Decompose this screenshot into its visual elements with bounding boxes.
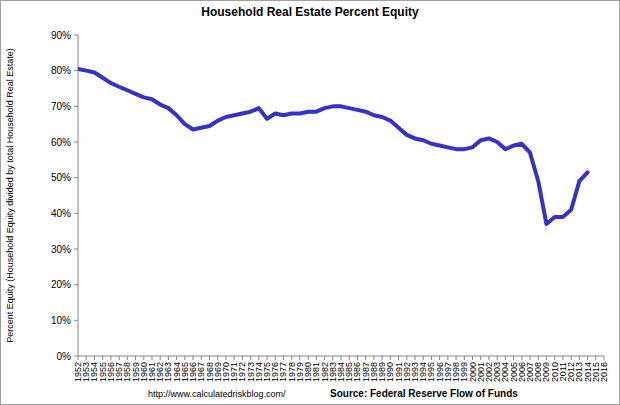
x-tick — [382, 356, 383, 360]
x-tick — [349, 356, 350, 360]
x-tick — [160, 356, 161, 360]
x-tick — [78, 356, 79, 360]
y-tick — [74, 356, 78, 357]
x-tick — [587, 356, 588, 360]
x-tick — [201, 356, 202, 360]
y-tick — [74, 106, 78, 107]
x-tick — [373, 356, 374, 360]
x-tick — [193, 356, 194, 360]
y-tick — [74, 142, 78, 143]
x-tick — [439, 356, 440, 360]
y-tick — [74, 249, 78, 250]
x-tick — [521, 356, 522, 360]
y-tick — [74, 177, 78, 178]
x-tick — [110, 356, 111, 360]
x-tick — [464, 356, 465, 360]
x-tick — [316, 356, 317, 360]
x-tick — [102, 356, 103, 360]
x-tick — [562, 356, 563, 360]
x-tick — [530, 356, 531, 360]
x-tick — [119, 356, 120, 360]
x-tick — [332, 356, 333, 360]
x-tick — [308, 356, 309, 360]
x-tick — [217, 356, 218, 360]
y-tick-label: 0% — [57, 351, 72, 362]
x-tick — [480, 356, 481, 360]
x-tick — [604, 356, 605, 360]
x-tick — [488, 356, 489, 360]
source-url: http://www.calculatedriskblog.com/ — [148, 389, 286, 399]
x-tick — [168, 356, 169, 360]
x-tick — [538, 356, 539, 360]
x-tick — [414, 356, 415, 360]
x-tick — [250, 356, 251, 360]
y-tick-label: 20% — [51, 279, 71, 290]
x-tick — [135, 356, 136, 360]
source-note: Source: Federal Reserve Flow of Funds — [330, 388, 518, 399]
x-tick — [283, 356, 284, 360]
y-tick-label: 40% — [51, 208, 71, 219]
x-tick — [472, 356, 473, 360]
x-tick — [234, 356, 235, 360]
x-tick — [554, 356, 555, 360]
x-tick — [242, 356, 243, 360]
y-tick-label: 60% — [51, 137, 71, 148]
y-tick-label: 70% — [51, 101, 71, 112]
y-tick — [74, 70, 78, 71]
x-tick — [497, 356, 498, 360]
x-tick — [258, 356, 259, 360]
x-tick — [94, 356, 95, 360]
y-tick — [74, 320, 78, 321]
x-tick — [143, 356, 144, 360]
y-tick — [74, 35, 78, 36]
x-tick — [324, 356, 325, 360]
x-tick — [86, 356, 87, 360]
x-tick — [127, 356, 128, 360]
title: Household Real Estate Percent Equity — [201, 5, 419, 19]
x-tick — [406, 356, 407, 360]
x-tick — [209, 356, 210, 360]
x-tick — [505, 356, 506, 360]
x-tick — [291, 356, 292, 360]
y-axis-label: Percent Equity (Household Equity divided… — [5, 48, 15, 343]
y-tick-label: 80% — [51, 65, 71, 76]
x-tick — [571, 356, 572, 360]
y-tick-label: 50% — [51, 172, 71, 183]
x-tick — [341, 356, 342, 360]
y-tick-label: 30% — [51, 244, 71, 255]
x-tick — [151, 356, 152, 360]
x-tick — [423, 356, 424, 360]
x-tick — [176, 356, 177, 360]
y-axis-line — [78, 35, 79, 356]
plot-area — [78, 69, 588, 224]
x-tick — [579, 356, 580, 360]
x-tick — [595, 356, 596, 360]
x-tick — [275, 356, 276, 360]
x-tick — [390, 356, 391, 360]
y-tick-label: 10% — [51, 315, 71, 326]
x-tick — [267, 356, 268, 360]
x-tick — [447, 356, 448, 360]
x-tick — [513, 356, 514, 360]
x-tick — [365, 356, 366, 360]
data-line — [78, 69, 588, 224]
x-tick — [184, 356, 185, 360]
y-tick — [74, 213, 78, 214]
x-tick — [431, 356, 432, 360]
y-tick-label: 90% — [51, 30, 71, 41]
x-tick — [456, 356, 457, 360]
x-tick — [299, 356, 300, 360]
x-tick — [225, 356, 226, 360]
x-tick — [546, 356, 547, 360]
y-tick — [74, 284, 78, 285]
chart: Household Real Estate Percent Equity 0% 10… — [0, 0, 620, 405]
x-tick — [398, 356, 399, 360]
x-tick — [357, 356, 358, 360]
chart-border — [1, 1, 620, 405]
x-tick-label: 2016 — [599, 362, 609, 382]
